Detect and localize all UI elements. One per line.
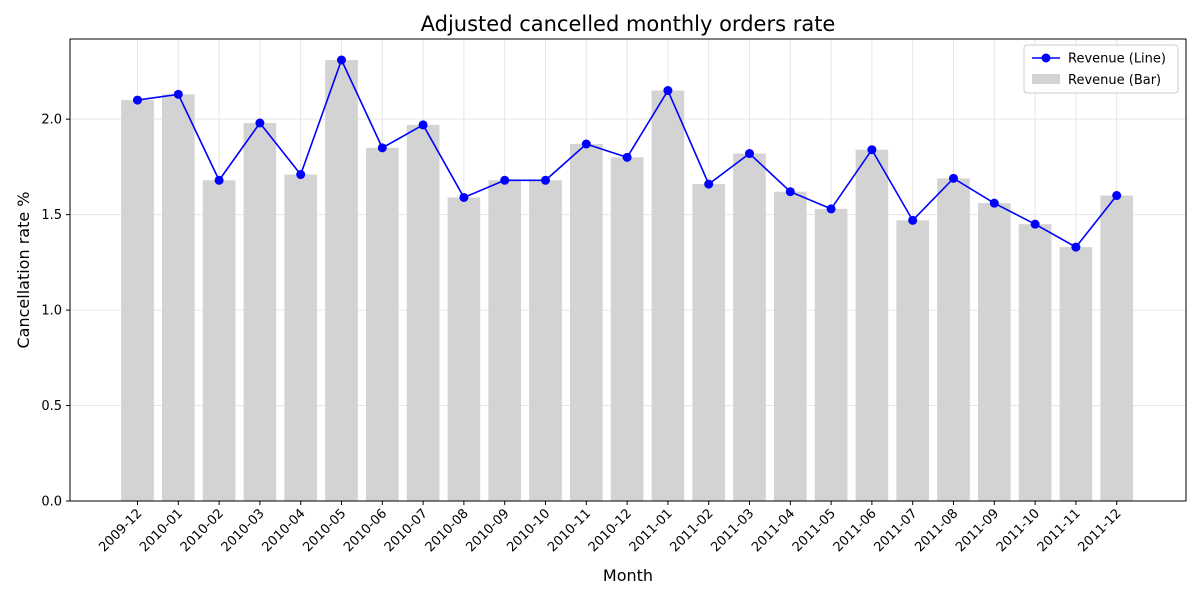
line-series xyxy=(133,55,1122,252)
bar xyxy=(1100,195,1134,501)
line-point xyxy=(785,187,795,197)
bar xyxy=(610,157,644,501)
y-tick-label: 2.0 xyxy=(41,113,62,128)
bar xyxy=(569,144,603,501)
bar xyxy=(161,94,195,501)
bar xyxy=(325,60,358,501)
line-point xyxy=(908,215,918,225)
line-point xyxy=(1112,191,1122,201)
line-point xyxy=(133,95,142,105)
y-axis-label: Cancellation rate % xyxy=(14,192,33,349)
legend-frame xyxy=(1023,44,1179,94)
bar xyxy=(855,149,889,501)
line-point xyxy=(337,55,346,65)
y-tick-label: 0.0 xyxy=(41,495,62,510)
bar xyxy=(447,197,481,502)
bar xyxy=(529,180,562,502)
line-point xyxy=(663,86,673,96)
legend-label-line: Revenue (Line) xyxy=(1068,52,1166,67)
y-tick-label: 1.5 xyxy=(41,208,62,223)
bar xyxy=(284,174,318,501)
line-point xyxy=(541,175,550,185)
line-point xyxy=(1071,242,1081,252)
bar xyxy=(202,180,236,502)
legend-line-marker xyxy=(1041,53,1051,63)
axes-frame xyxy=(69,38,1187,502)
line-point xyxy=(173,89,183,99)
bar xyxy=(977,203,1011,501)
bars xyxy=(121,60,1134,502)
line-point xyxy=(867,145,877,155)
y-tick-label: 0.5 xyxy=(41,399,62,414)
bar xyxy=(692,184,726,501)
line-point xyxy=(745,149,754,159)
legend-bar-swatch xyxy=(1032,74,1060,84)
legend-label-bar: Revenue (Bar) xyxy=(1068,73,1161,88)
line-point xyxy=(418,120,428,130)
y-axis-ticks: 0.0 0.5 1.0 1.5 2.0 xyxy=(41,113,70,510)
line-point xyxy=(459,192,469,202)
bar xyxy=(1018,224,1052,501)
line-point xyxy=(296,170,306,180)
bar xyxy=(488,180,522,502)
legend: Revenue (Line) Revenue (Bar) xyxy=(1023,44,1179,94)
bar xyxy=(243,123,277,501)
bar xyxy=(733,153,766,501)
line-point xyxy=(1030,219,1040,229)
bar xyxy=(121,100,154,501)
y-tick-label: 1.0 xyxy=(41,304,62,319)
bar xyxy=(773,191,807,501)
bar xyxy=(406,124,440,501)
bar xyxy=(1059,247,1093,501)
line-point xyxy=(989,198,999,208)
bar xyxy=(365,147,399,501)
chart-title: Adjusted cancelled monthly orders rate xyxy=(421,12,836,36)
line-point xyxy=(214,175,224,185)
bar xyxy=(896,220,930,501)
line-point xyxy=(704,179,714,189)
bar xyxy=(937,178,970,501)
x-axis-label: Month xyxy=(603,566,653,585)
line-point xyxy=(826,204,836,214)
bar xyxy=(814,208,848,501)
bar xyxy=(651,90,685,501)
line-point xyxy=(377,143,387,153)
line-point xyxy=(949,173,958,183)
line-point xyxy=(622,152,632,162)
line-point xyxy=(255,118,265,128)
line-point xyxy=(581,139,591,149)
line-point xyxy=(500,175,510,185)
